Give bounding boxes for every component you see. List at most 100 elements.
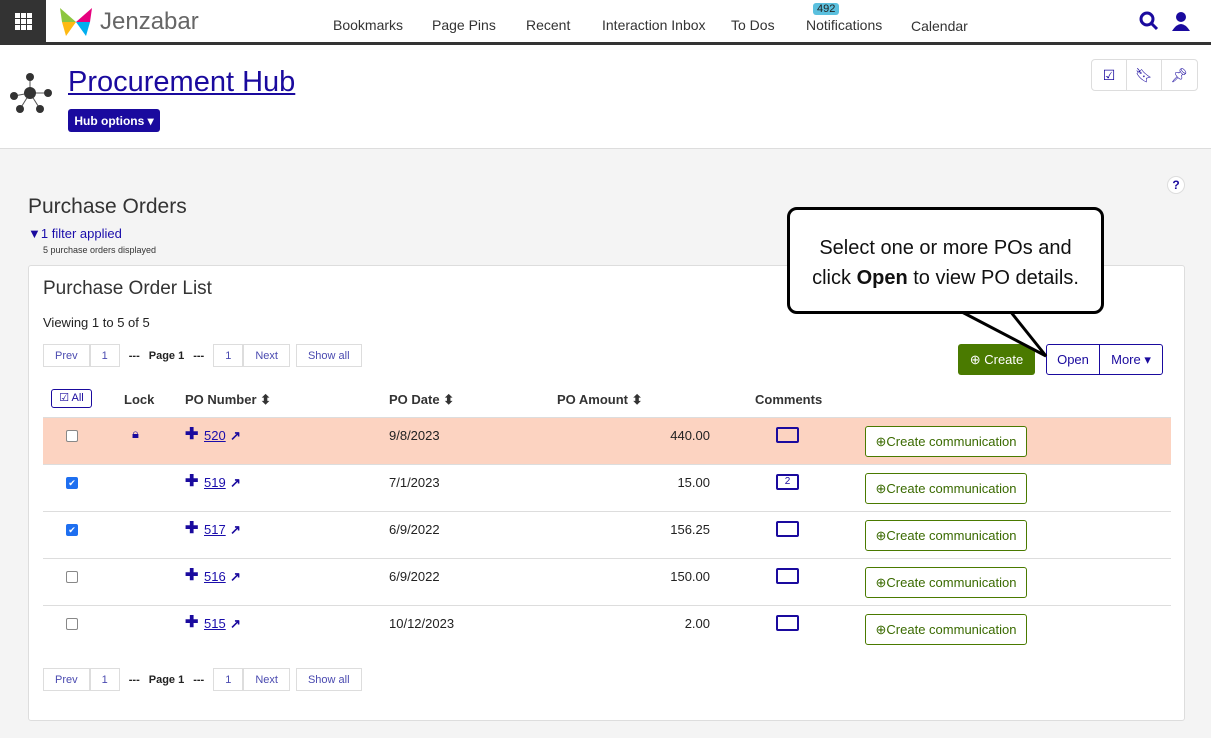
nav-bookmarks[interactable]: Bookmarks (333, 17, 404, 33)
comment-bubble-icon[interactable] (776, 427, 799, 443)
pager-dots: --- (193, 349, 205, 362)
po-number-link[interactable]: 520 (204, 428, 226, 443)
table-row: ✚ 516 ↗ 6/9/2022 150.00 ⊕ Create communic… (43, 558, 1171, 605)
next-button[interactable]: Next (243, 668, 290, 691)
expand-plus-icon[interactable]: ✚ (185, 567, 199, 584)
checkbox-todo-icon[interactable]: ☑ (1092, 60, 1127, 90)
po-number-link[interactable]: 516 (204, 569, 226, 584)
hub-options-button[interactable]: Hub options ▾ (68, 109, 160, 132)
expand-plus-icon[interactable]: ✚ (185, 520, 199, 537)
po-date: 7/1/2023 (389, 475, 440, 490)
prev-button[interactable]: Prev (43, 668, 90, 691)
sort-icon: ⬍ (443, 392, 455, 407)
first-page-button[interactable]: 1 (89, 668, 120, 691)
last-page-button[interactable]: 1 (213, 668, 244, 691)
app-grid-icon[interactable] (0, 0, 46, 43)
po-date: 6/9/2022 (389, 569, 440, 584)
external-link-icon[interactable]: ↗ (230, 616, 241, 631)
comment-bubble-icon[interactable] (776, 568, 799, 584)
comment-bubble-icon[interactable] (776, 615, 799, 631)
create-communication-label: Create communication (886, 434, 1017, 449)
column-comments: Comments (755, 392, 823, 407)
external-link-icon[interactable]: ↗ (230, 522, 241, 537)
po-number-link[interactable]: 517 (204, 522, 226, 537)
row-checkbox[interactable] (66, 618, 78, 630)
create-button[interactable]: ⊕ Create (958, 344, 1035, 375)
column-po-amount[interactable]: PO Amount ⬍ (557, 392, 643, 408)
nav-page-pins[interactable]: Page Pins (432, 17, 496, 33)
nav-to-dos[interactable]: To Dos (731, 17, 775, 33)
comment-bubble-icon[interactable]: 2 (776, 474, 799, 490)
create-label: Create (984, 352, 1024, 367)
row-checkbox[interactable]: ✔ (66, 524, 78, 536)
expand-plus-icon[interactable]: ✚ (185, 614, 199, 631)
create-communication-button[interactable]: ⊕ Create communication (865, 520, 1027, 551)
page-actions: ☑ 🔖︎ 📌︎ (1091, 59, 1198, 91)
filter-icon: ▼ (28, 226, 41, 241)
open-button[interactable]: Open (1046, 344, 1100, 375)
display-count: 5 purchase orders displayed (43, 245, 157, 255)
last-page-button[interactable]: 1 (213, 344, 244, 367)
bookmark-icon[interactable]: 🔖︎ (1127, 60, 1162, 90)
first-page-button[interactable]: 1 (89, 344, 120, 367)
po-amount: 2.00 (684, 616, 710, 631)
show-all-button[interactable]: Show all (295, 344, 362, 367)
po-number-link[interactable]: 515 (204, 616, 226, 631)
pager-dots: --- (128, 673, 140, 686)
jenzabar-logo[interactable]: Jenzabar (56, 6, 199, 38)
nav-recent[interactable]: Recent (526, 17, 571, 33)
plus-circle-icon: ⊕ (875, 621, 887, 637)
pager-bottom: Prev 1 --- Page 1 --- 1 Next Show all (43, 668, 362, 691)
plus-circle-icon: ⊕ (875, 527, 887, 543)
po-amount: 156.25 (670, 522, 710, 537)
row-checkbox[interactable] (66, 430, 78, 442)
create-communication-button[interactable]: ⊕ Create communication (865, 567, 1027, 598)
table-row: 🔒︎ ✚ 520 ↗ 9/8/2023 440.00 ⊕ Create commu… (43, 417, 1171, 464)
lock-icon: 🔒︎ (132, 426, 139, 441)
help-button[interactable]: ? (1167, 176, 1185, 194)
comment-bubble-icon[interactable] (776, 521, 799, 537)
pin-icon[interactable]: 📌︎ (1170, 66, 1189, 83)
create-communication-button[interactable]: ⊕ Create communication (865, 426, 1027, 457)
more-button[interactable]: More ▾ (1099, 344, 1163, 375)
filter-label[interactable]: 1 filter applied (40, 226, 122, 241)
brand-name: Jenzabar (100, 8, 199, 35)
show-all-button[interactable]: Show all (295, 668, 362, 691)
po-date: 9/8/2023 (389, 428, 440, 443)
select-all-button[interactable]: ☑ All (51, 389, 92, 408)
expand-plus-icon[interactable]: ✚ (185, 426, 199, 443)
row-checkbox[interactable] (66, 571, 78, 583)
external-link-icon[interactable]: ↗ (230, 475, 241, 490)
plus-circle-icon: ⊕ (875, 433, 887, 449)
more-label: More (1111, 352, 1141, 367)
select-all-label: All (71, 392, 84, 404)
create-communication-label: Create communication (886, 528, 1017, 543)
create-communication-label: Create communication (886, 622, 1017, 637)
expand-plus-icon[interactable]: ✚ (185, 473, 199, 490)
column-po-number[interactable]: PO Number ⬍ (185, 392, 271, 408)
prev-button[interactable]: Prev (43, 344, 90, 367)
create-communication-label: Create communication (886, 575, 1017, 590)
row-checkbox[interactable]: ✔ (66, 477, 78, 489)
nav-notifications[interactable]: Notifications (806, 17, 883, 33)
page-title[interactable]: Procurement Hub (68, 66, 296, 98)
section-title: Purchase Orders (28, 195, 187, 218)
po-date: 10/12/2023 (389, 616, 455, 631)
callout-line1: Select one or more POs and (819, 237, 1072, 259)
external-link-icon[interactable]: ↗ (230, 569, 241, 584)
search-icon[interactable] (1139, 11, 1159, 31)
filter-link[interactable]: ▼1 filter applied (28, 226, 122, 241)
column-po-date[interactable]: PO Date ⬍ (389, 392, 454, 408)
next-button[interactable]: Next (243, 344, 290, 367)
po-number-link[interactable]: 519 (204, 475, 226, 490)
notifications-badge: 492 (813, 3, 840, 15)
nav-interaction-inbox[interactable]: Interaction Inbox (602, 17, 706, 33)
user-icon[interactable] (1171, 11, 1191, 31)
create-communication-button[interactable]: ⊕ Create communication (865, 473, 1027, 504)
pager-top: Prev 1 --- Page 1 --- 1 Next Show all (43, 344, 362, 367)
po-date-label: PO Date (389, 392, 440, 407)
nav-calendar[interactable]: Calendar (911, 18, 968, 34)
external-link-icon[interactable]: ↗ (230, 428, 241, 443)
create-communication-button[interactable]: ⊕ Create communication (865, 614, 1027, 645)
butterfly-icon (60, 8, 92, 36)
